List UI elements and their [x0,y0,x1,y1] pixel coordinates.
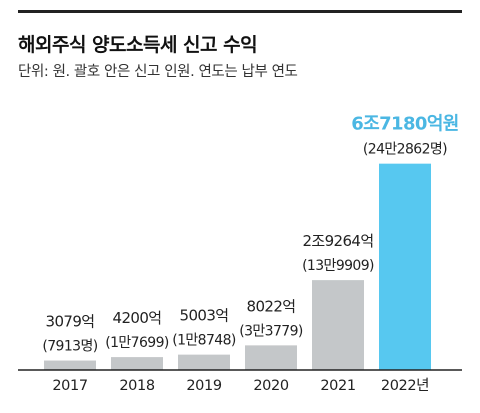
value-label: 6조7180억원 [351,114,459,135]
bar-2018 [111,357,163,370]
value-label: 8022억 [247,297,296,315]
count-label: (1만7699) [105,335,169,351]
bar-2022년 [379,163,431,370]
top-rule [18,10,462,13]
count-label: (3만3779) [239,323,303,339]
x-tick-label: 2019 [186,378,221,394]
x-tick-label: 2018 [119,378,154,394]
count-label: (1만8748) [172,333,236,349]
x-tick-label: 2017 [52,378,87,394]
count-label: (13만9909) [302,258,374,274]
value-label: 3079억 [46,313,95,331]
value-label: 2조9264억 [302,232,373,250]
count-label: (24만2862명) [363,142,447,158]
bar-2019 [178,354,230,370]
x-tick-label: 2020 [253,378,288,394]
count-label: (7913명) [42,339,97,355]
chart-title: 해외주식 양도소득세 신고 수익 [18,34,258,56]
chart-subtitle: 단위: 원. 괄호 안은 신고 인원. 연도는 납부 연도 [18,64,298,80]
value-label: 5003억 [180,307,229,325]
value-label: 4200억 [113,309,162,327]
bar-2020 [245,345,297,370]
x-tick-label: 2021 [320,378,355,394]
x-tick-label: 2022년 [381,377,429,394]
bar-2017 [44,360,96,370]
bar-2021 [312,280,364,370]
